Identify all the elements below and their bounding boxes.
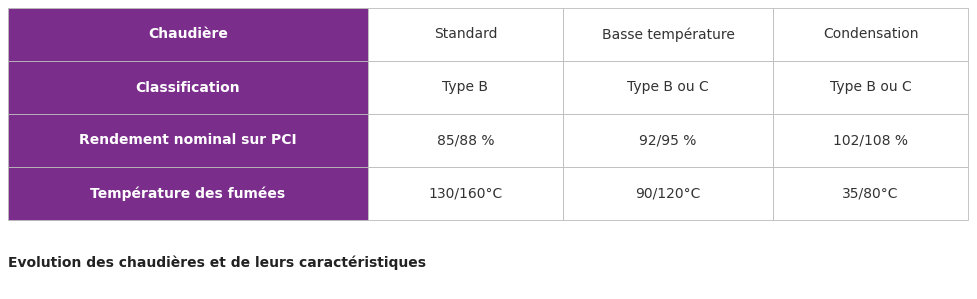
Bar [772, 61, 967, 114]
Text: Chaudière: Chaudière [148, 28, 228, 42]
Bar [8, 61, 367, 114]
Bar [367, 8, 563, 61]
Bar [8, 8, 367, 61]
Bar [563, 8, 772, 61]
Text: 130/160°C: 130/160°C [428, 187, 502, 201]
Text: Type B: Type B [442, 80, 488, 94]
Bar [772, 114, 967, 167]
Text: 90/120°C: 90/120°C [635, 187, 700, 201]
Bar [563, 167, 772, 220]
Text: Température des fumées: Température des fumées [90, 186, 285, 201]
Text: Type B ou C: Type B ou C [626, 80, 708, 94]
Bar [8, 114, 367, 167]
Bar [772, 167, 967, 220]
Text: 102/108 %: 102/108 % [832, 133, 907, 147]
Text: 85/88 %: 85/88 % [437, 133, 493, 147]
Text: Basse température: Basse température [601, 27, 734, 42]
Text: Type B ou C: Type B ou C [828, 80, 911, 94]
Text: Condensation: Condensation [822, 28, 917, 42]
Bar [563, 114, 772, 167]
Bar [8, 167, 367, 220]
Bar [367, 167, 563, 220]
Bar [772, 8, 967, 61]
Bar [367, 61, 563, 114]
Text: Evolution des chaudières et de leurs caractéristiques: Evolution des chaudières et de leurs car… [8, 255, 426, 269]
Text: 35/80°C: 35/80°C [841, 187, 898, 201]
Bar [367, 114, 563, 167]
Text: Rendement nominal sur PCI: Rendement nominal sur PCI [79, 133, 296, 147]
Bar [563, 61, 772, 114]
Text: 92/95 %: 92/95 % [639, 133, 696, 147]
Text: Standard: Standard [434, 28, 496, 42]
Text: Classification: Classification [136, 80, 240, 94]
